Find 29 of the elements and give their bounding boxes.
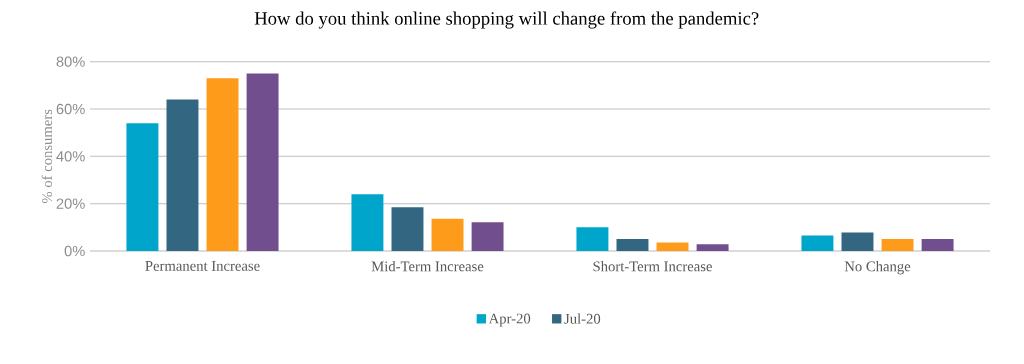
bar xyxy=(431,218,464,251)
y-tick-label: 40% xyxy=(56,151,85,162)
bar xyxy=(881,238,914,251)
bar xyxy=(471,222,504,251)
y-tick-label: 80% xyxy=(56,56,85,67)
chart-title: How do you think online shopping will change from the pandemic? xyxy=(254,11,759,29)
x-tick-label: Permanent Increase xyxy=(145,261,260,271)
y-tick-label: 20% xyxy=(56,198,85,209)
bar xyxy=(921,238,954,251)
y-axis-title: % of consumers xyxy=(41,109,53,204)
bar xyxy=(391,207,424,251)
bar xyxy=(656,242,689,251)
bar xyxy=(801,235,834,251)
legend-label: Apr-20 xyxy=(488,313,531,327)
y-tick-label: 0% xyxy=(64,245,85,257)
bar xyxy=(246,73,279,251)
bar xyxy=(166,99,199,251)
bar xyxy=(206,78,239,251)
bar xyxy=(576,227,609,251)
x-tick-label: No Change xyxy=(844,261,911,275)
x-tick-label: Mid-Term Increase xyxy=(371,261,484,272)
y-tick-label: 60% xyxy=(56,103,85,115)
bar xyxy=(616,238,649,251)
bar xyxy=(841,232,874,251)
x-tick-label: Short-Term Increase xyxy=(593,261,712,272)
legend-label: Jul-20 xyxy=(564,313,601,324)
bar xyxy=(696,244,729,251)
bar xyxy=(351,194,384,251)
bar xyxy=(126,123,159,251)
